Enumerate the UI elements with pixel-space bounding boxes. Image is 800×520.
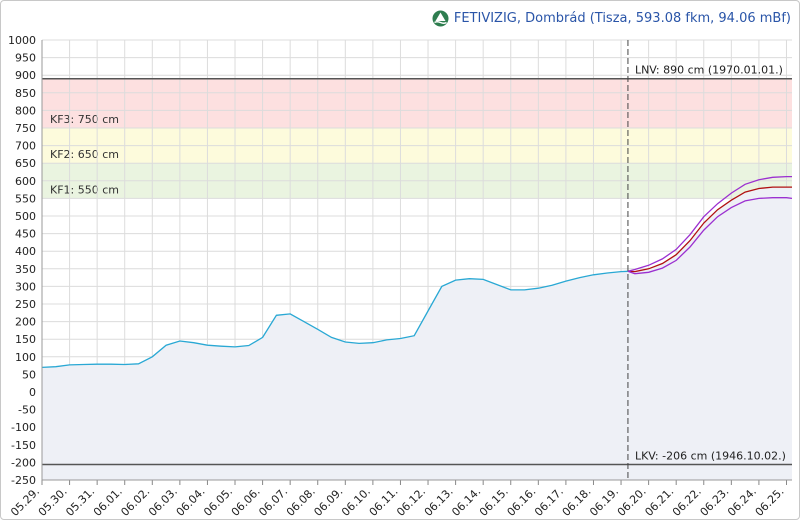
y-tick-label: -200 <box>11 456 36 469</box>
y-tick-label: 550 <box>15 192 36 205</box>
y-tick-label: 50 <box>22 368 36 381</box>
x-tick-label: 05.29. <box>8 485 42 519</box>
y-tick-label: 250 <box>15 298 36 311</box>
y-tick-label: 700 <box>15 140 36 153</box>
x-tick-label: 06.23. <box>698 485 732 519</box>
y-tick-label: 600 <box>15 175 36 188</box>
x-tick-label: 06.10. <box>339 485 373 519</box>
forecast-expected-line <box>627 186 792 273</box>
warning-band-label: KF1: 550 cm <box>50 183 119 196</box>
x-tick-label: 06.04. <box>174 485 208 519</box>
x-tick-label: 06.05. <box>201 485 235 519</box>
x-tick-label: 06.22. <box>670 485 704 519</box>
x-tick-label: 06.14. <box>449 485 483 519</box>
x-tick-label: 06.19. <box>587 485 621 519</box>
x-tick-label: 06.01. <box>91 485 125 519</box>
y-tick-label: 400 <box>15 245 36 258</box>
reference-lines: LNV: 890 cm (1970.01.01.) LKV: -206 cm (1… <box>42 40 792 480</box>
y-tick-label: 500 <box>15 210 36 223</box>
y-tick-label: 950 <box>15 52 36 65</box>
x-tick-label: 06.13. <box>422 485 456 519</box>
y-tick-label: 150 <box>15 333 36 346</box>
reference-line-label: LNV: 890 cm (1970.01.01.) <box>635 64 783 77</box>
x-tick-label: 06.17. <box>532 485 566 519</box>
y-tick-label: 350 <box>15 263 36 276</box>
y-tick-label: 1000 <box>8 34 36 47</box>
forecast-upper-line <box>627 175 792 272</box>
y-tick-label: -150 <box>11 439 36 452</box>
x-tick-label: 06.25. <box>753 485 787 519</box>
reference-line-label: LKV: -206 cm (1946.10.02.) <box>635 450 786 463</box>
x-tick-label: 06.20. <box>615 485 649 519</box>
x-tick-label: 06.06. <box>229 485 263 519</box>
x-tick-label: 06.24. <box>725 485 759 519</box>
warning-band-label: KF3: 750 cm <box>50 113 119 126</box>
fetivizig-logo-icon <box>432 10 449 27</box>
y-tick-label: 0 <box>29 386 36 399</box>
chart-title-text: FETIVIZIG, Dombrád (Tisza, 593.08 fkm, 9… <box>453 11 791 26</box>
y-tick-label: 750 <box>15 122 36 135</box>
x-tick-label: 06.07. <box>256 485 290 519</box>
x-tick-label: 06.21. <box>642 485 676 519</box>
y-tick-label: -50 <box>18 404 36 417</box>
y-axis: 1000950900850800750700650600550500450400… <box>8 34 36 487</box>
y-tick-label: 100 <box>15 351 36 364</box>
observed-line <box>41 270 628 369</box>
x-tick-label: 05.30. <box>36 485 70 519</box>
y-tick-label: -250 <box>11 474 36 487</box>
y-tick-label: 300 <box>15 280 36 293</box>
y-tick-label: 200 <box>15 316 36 329</box>
x-tick-label: 06.02. <box>118 485 152 519</box>
chart-title: FETIVIZIG, Dombrád (Tisza, 593.08 fkm, 9… <box>432 10 791 27</box>
x-tick-label: 06.09. <box>311 485 345 519</box>
y-tick-label: 800 <box>15 104 36 117</box>
forecast-lower-line <box>627 197 793 275</box>
x-tick-label: 06.03. <box>146 485 180 519</box>
y-tick-label: 850 <box>15 87 36 100</box>
observed-area <box>42 271 628 480</box>
x-tick-label: 06.12. <box>394 485 428 519</box>
forecast-expected-area <box>627 187 792 480</box>
y-tick-label: 900 <box>15 69 36 82</box>
y-tick-label: 650 <box>15 157 36 170</box>
x-tick-label: 06.08. <box>284 485 318 519</box>
y-tick-label: 450 <box>15 228 36 241</box>
warning-band-label: KF2: 650 cm <box>50 148 119 161</box>
chart-series <box>41 175 793 480</box>
y-tick-label: -100 <box>11 421 36 434</box>
x-tick-label: 06.11. <box>367 485 401 519</box>
warning-band <box>42 78 792 128</box>
x-tick-label: 05.31. <box>63 485 97 519</box>
x-tick-label: 06.16. <box>505 485 539 519</box>
x-tick-label: 06.15. <box>477 485 511 519</box>
x-tick-label: 06.18. <box>560 485 594 519</box>
